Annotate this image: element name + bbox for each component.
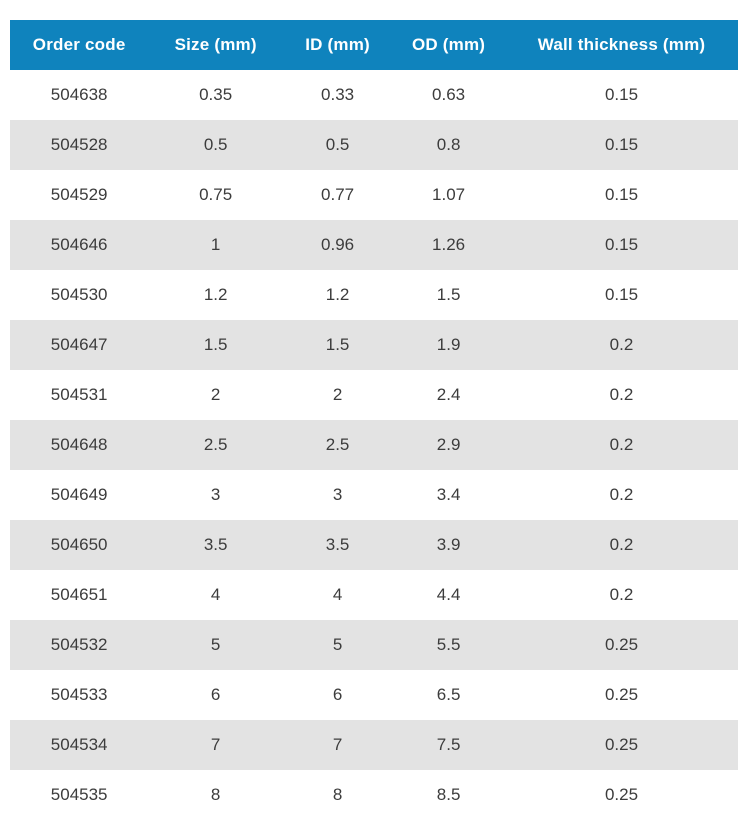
table-cell: 504533: [50, 685, 108, 704]
table-cell: 504651: [50, 585, 108, 604]
table-cell: 6.5: [436, 685, 461, 704]
table-cell: 504649: [50, 485, 108, 504]
table-cell: 0.77: [321, 185, 355, 204]
table-cell: 0.15: [604, 285, 639, 304]
table-cell: 6: [332, 685, 343, 704]
table-cell: 0.25: [604, 635, 639, 654]
table-row: 504638 0.35 0.33 0.63 0.15: [10, 70, 738, 120]
table-cell: 3.5: [203, 535, 228, 554]
table-cell: 0.5: [325, 135, 350, 154]
table-row: 504535 8 8 8.5 0.25: [10, 770, 738, 820]
table-cell: 504646: [50, 235, 108, 254]
table-cell: 2.5: [203, 435, 228, 454]
column-header: Order code: [10, 20, 149, 70]
table-cell: 7: [332, 735, 343, 754]
table-row: 504530 1.2 1.2 1.5 0.15: [10, 270, 738, 320]
table-cell: 4: [210, 585, 221, 604]
column-header: Wall thickness (mm): [505, 20, 738, 70]
table-row: 504650 3.5 3.5 3.9 0.2: [10, 520, 738, 570]
table-cell: 2.9: [436, 435, 461, 454]
table-cell: 504531: [50, 385, 108, 404]
table-cell: 0.15: [604, 185, 639, 204]
table-cell: 3.9: [436, 535, 461, 554]
table-row: 504528 0.5 0.5 0.8 0.15: [10, 120, 738, 170]
table-cell: 504534: [50, 735, 108, 754]
table-cell: 8: [332, 785, 343, 804]
table-cell: 504535: [50, 785, 108, 804]
table-cell: 0.8: [436, 135, 461, 154]
table-cell: 0.25: [604, 735, 639, 754]
table-row: 504648 2.5 2.5 2.9 0.2: [10, 420, 738, 470]
table-cell: 0.35: [199, 85, 233, 104]
table-cell: 3: [332, 485, 343, 504]
table-row: 504533 6 6 6.5 0.25: [10, 670, 738, 720]
table-row: 504534 7 7 7.5 0.25: [10, 720, 738, 770]
table-cell: 8: [210, 785, 221, 804]
table-cell: 5.5: [436, 635, 461, 654]
spec-table-container: Order code Size (mm) ID (mm) OD (mm) Wall th…: [10, 20, 738, 820]
table-cell: 3.5: [325, 535, 350, 554]
column-header: Size (mm): [148, 20, 283, 70]
table-cell: 0.5: [203, 135, 228, 154]
table-row: 504529 0.75 0.77 1.07 0.15: [10, 170, 738, 220]
table-cell: 3: [210, 485, 221, 504]
table-cell: 504648: [50, 435, 108, 454]
table-cell: 504532: [50, 635, 108, 654]
table-cell: 3.4: [436, 485, 461, 504]
table-body: 504638 0.35 0.33 0.63 0.15 504528 0.5 0.5 0.8 0.1…: [10, 70, 738, 820]
table-cell: 2: [210, 385, 221, 404]
table-cell: 0.2: [609, 335, 634, 354]
table-cell: 1.07: [432, 185, 466, 204]
table-cell: 0.15: [604, 85, 639, 104]
table-row: 504646 1 0.96 1.26 0.15: [10, 220, 738, 270]
table-cell: 7: [210, 735, 221, 754]
table-cell: 504528: [50, 135, 108, 154]
table-cell: 0.2: [609, 385, 634, 404]
table-cell: 5: [210, 635, 221, 654]
table-cell: 7.5: [436, 735, 461, 754]
table-cell: 6: [210, 685, 221, 704]
table-cell: 2.5: [325, 435, 350, 454]
table-cell: 0.15: [604, 135, 639, 154]
table-cell: 4.4: [436, 585, 461, 604]
table-cell: 504647: [50, 335, 108, 354]
table-row: 504649 3 3 3.4 0.2: [10, 470, 738, 520]
table-cell: 0.75: [199, 185, 233, 204]
spec-table: Order code Size (mm) ID (mm) OD (mm) Wall th…: [10, 20, 738, 820]
table-cell: 1.5: [436, 285, 461, 304]
table-header-row: Order code Size (mm) ID (mm) OD (mm) Wall th…: [10, 20, 738, 70]
table-cell: 504529: [50, 185, 108, 204]
table-cell: 0.25: [604, 785, 639, 804]
table-cell: 0.25: [604, 685, 639, 704]
table-cell: 0.33: [321, 85, 355, 104]
table-row: 504647 1.5 1.5 1.9 0.2: [10, 320, 738, 370]
table-cell: 2.4: [436, 385, 461, 404]
table-row: 504531 2 2 2.4 0.2: [10, 370, 738, 420]
table-cell: 1.2: [325, 285, 350, 304]
column-header: ID (mm): [282, 20, 393, 70]
table-cell: 5: [332, 635, 343, 654]
table-cell: 0.15: [604, 235, 639, 254]
column-header: OD (mm): [392, 20, 505, 70]
table-cell: 0.2: [609, 585, 634, 604]
table-cell: 0.63: [432, 85, 466, 104]
table-cell: 1.5: [325, 335, 350, 354]
table-cell: 2: [332, 385, 343, 404]
table-cell: 0.2: [609, 485, 634, 504]
table-cell: 0.2: [609, 435, 634, 454]
table-cell: 504530: [50, 285, 108, 304]
table-cell: 1.26: [432, 235, 466, 254]
table-cell: 1: [210, 235, 221, 254]
table-cell: 4: [332, 585, 343, 604]
table-cell: 1.2: [203, 285, 228, 304]
table-cell: 1.9: [436, 335, 461, 354]
table-row: 504532 5 5 5.5 0.25: [10, 620, 738, 670]
table-row: 504651 4 4 4.4 0.2: [10, 570, 738, 620]
table-cell: 8.5: [436, 785, 461, 804]
table-cell: 504650: [50, 535, 108, 554]
table-cell: 0.2: [609, 535, 634, 554]
table-cell: 0.96: [321, 235, 355, 254]
table-cell: 1.5: [203, 335, 228, 354]
table-cell: 504638: [50, 85, 108, 104]
